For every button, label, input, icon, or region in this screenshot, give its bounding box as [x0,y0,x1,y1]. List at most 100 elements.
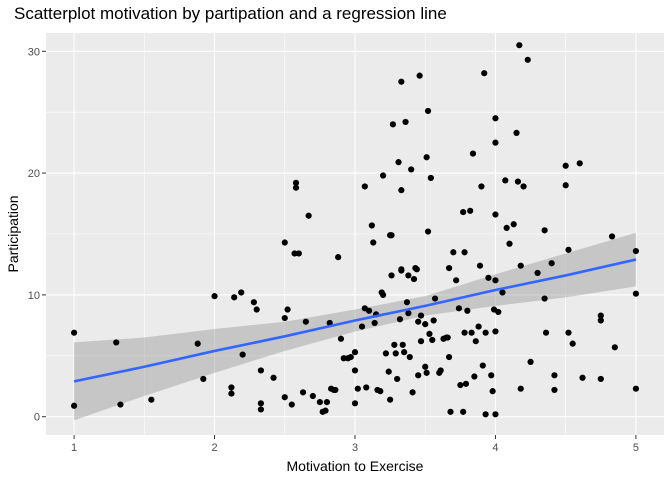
data-point [479,362,486,369]
data-point [548,260,555,267]
data-point [70,329,78,336]
data-point [562,182,569,189]
data-point [194,340,201,347]
data-point [113,339,120,346]
data-point [302,318,309,325]
data-point [391,341,398,348]
data-point [292,184,300,191]
data-point [410,275,418,283]
data-point [354,385,361,392]
data-point [200,375,207,383]
data-point [608,233,616,240]
data-point [579,374,586,381]
data-point [270,374,277,381]
data-point [514,178,522,185]
data-point [408,166,415,173]
data-point [337,335,345,342]
data-point [461,329,468,336]
data-point [468,329,475,336]
data-point [597,375,604,383]
data-point [211,293,218,300]
data-point [416,72,423,79]
data-point [446,265,453,272]
data-point [476,262,484,269]
data-point [413,266,420,273]
data-point [385,368,392,375]
data-point [238,289,245,296]
data-point [316,399,323,406]
data-point [257,406,264,413]
y-tick-label: 0 [34,412,40,424]
data-point [396,316,404,323]
data-point [405,310,412,317]
data-point [482,411,489,418]
data-point [250,299,257,306]
data-point [460,408,467,415]
data-point [347,353,354,361]
data-point [510,221,517,228]
data-point [388,232,395,239]
data-point [292,179,300,186]
data-point [492,277,499,284]
data-point [492,411,499,418]
data-point [517,262,524,269]
data-point [395,159,402,166]
data-point [399,341,406,348]
data-point [388,272,395,279]
regression-line [73,258,637,383]
data-point [406,353,413,361]
data-point [423,154,430,161]
data-point [520,183,527,190]
x-axis-title: Motivation to Exercise [287,458,424,474]
data-point [417,312,425,319]
x-axis: 1 2 3 4 5 [71,435,639,454]
data-point [516,42,523,49]
x-tick-label: 5 [633,442,639,454]
y-tick-label: 10 [28,290,40,302]
data-point [429,336,436,344]
data-point [257,367,264,374]
data-point [379,172,387,179]
data-point [228,384,235,391]
data-point [611,344,618,351]
data-point [447,408,454,415]
data-point [370,239,377,246]
data-point [431,295,439,302]
data-point [394,375,401,383]
y-tick-label: 30 [28,46,40,58]
data-point [335,254,342,261]
data-point [457,381,464,389]
data-point [478,183,485,190]
data-point [281,394,288,401]
data-point [257,400,264,407]
data-point [284,306,291,313]
data-point [542,329,550,336]
data-point [430,317,437,324]
x-tick-label: 3 [352,442,358,454]
data-point [281,239,288,246]
data-point [453,277,460,284]
data-point [363,384,370,391]
data-point [228,390,235,397]
data-point [517,385,524,392]
data-point [239,351,246,358]
data-point [502,177,509,184]
data-point [541,227,548,234]
data-point [323,399,331,406]
data-point [117,401,124,408]
data-point [389,121,397,128]
data-point [365,307,373,314]
y-tick-label: 20 [28,168,40,180]
data-point [524,56,531,63]
data-point [469,150,477,157]
data-point [492,211,499,218]
data-point [499,289,506,296]
data-point [305,212,312,219]
data-point [446,353,453,361]
data-point [475,323,482,330]
data-point [231,294,238,301]
data-point [461,249,468,256]
data-point [541,295,548,302]
data-point [415,372,422,379]
